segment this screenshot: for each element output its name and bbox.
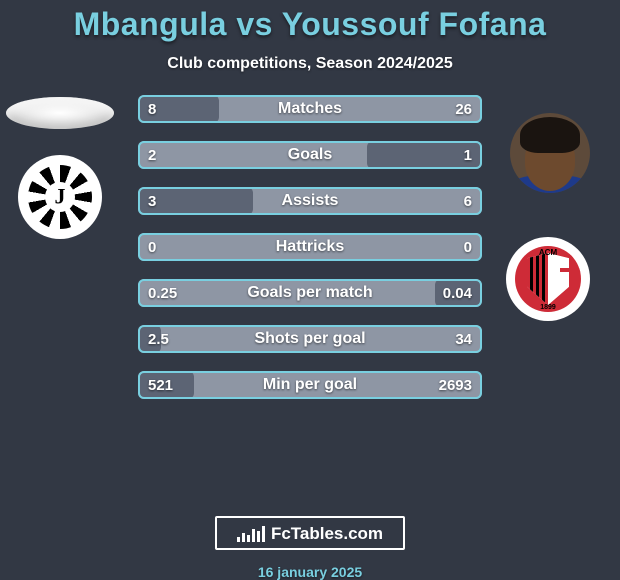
stat-value-left: 8 — [138, 101, 196, 118]
stat-label: Matches — [196, 100, 424, 118]
stat-row: 2Goals1 — [138, 141, 482, 169]
stat-value-right: 6 — [424, 193, 482, 210]
comparison-card: Mbangula vs Youssouf Fofana Club competi… — [0, 0, 620, 580]
club-right-year: 1899 — [515, 304, 581, 311]
footer: FcTables.com 16 january 2025 — [215, 516, 405, 580]
club-left-badge: J — [18, 155, 102, 239]
stat-label: Goals per match — [196, 284, 424, 302]
stat-value-right: 26 — [424, 101, 482, 118]
stat-label: Shots per goal — [196, 330, 424, 348]
stat-row: 2.5Shots per goal34 — [138, 325, 482, 353]
stat-rows: 8Matches262Goals13Assists60Hattricks00.2… — [138, 95, 482, 399]
stat-row: 3Assists6 — [138, 187, 482, 215]
brand-name: FcTables.com — [271, 524, 383, 544]
stat-label: Hattricks — [196, 238, 424, 256]
stat-row: 0.25Goals per match0.04 — [138, 279, 482, 307]
stat-value-left: 2.5 — [138, 331, 196, 348]
juventus-icon: J — [28, 165, 92, 229]
club-right-badge: ACM 1899 — [506, 237, 590, 321]
stat-value-right: 34 — [424, 331, 482, 348]
stat-value-right: 0.04 — [424, 285, 482, 302]
stat-value-right: 0 — [424, 239, 482, 256]
stat-value-left: 521 — [138, 377, 196, 394]
page-subtitle: Club competitions, Season 2024/2025 — [167, 55, 452, 73]
stat-value-left: 2 — [138, 147, 196, 164]
stat-row: 8Matches26 — [138, 95, 482, 123]
stat-value-right: 2693 — [424, 377, 482, 394]
stat-label: Assists — [196, 192, 424, 210]
stat-value-left: 0.25 — [138, 285, 196, 302]
page-title: Mbangula vs Youssouf Fofana — [74, 6, 547, 43]
date-line: 16 january 2025 — [258, 564, 362, 580]
player-right-avatar — [510, 113, 590, 193]
brand-box[interactable]: FcTables.com — [215, 516, 405, 550]
acmilan-icon: ACM 1899 — [515, 246, 581, 312]
chart-zone: J ACM 1899 8Matches262Goals13Assists60Ha… — [0, 91, 620, 514]
player-left-avatar — [6, 97, 114, 129]
stat-value-right: 1 — [424, 147, 482, 164]
stat-label: Min per goal — [196, 376, 424, 394]
stat-value-left: 3 — [138, 193, 196, 210]
stat-row: 0Hattricks0 — [138, 233, 482, 261]
stat-label: Goals — [196, 146, 424, 164]
stat-value-left: 0 — [138, 239, 196, 256]
chart-icon — [237, 526, 265, 542]
stat-row: 521Min per goal2693 — [138, 371, 482, 399]
